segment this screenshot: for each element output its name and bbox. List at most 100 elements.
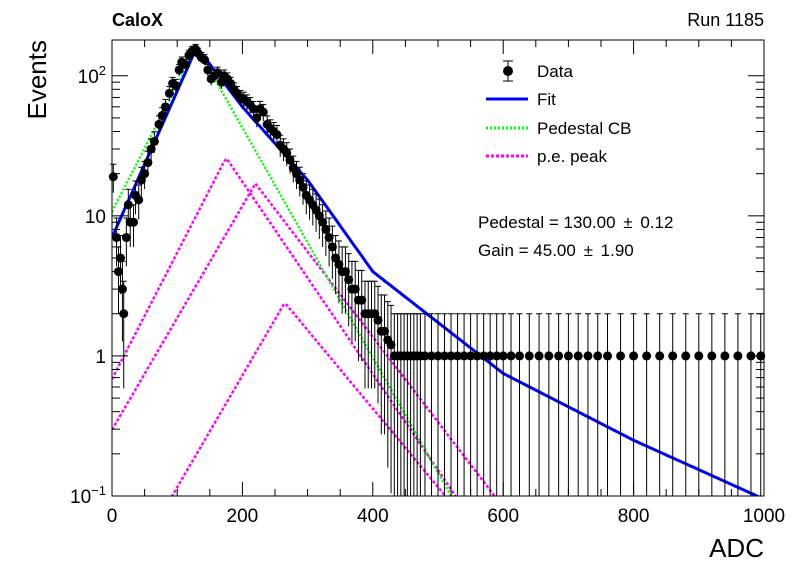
y-tick-label: 10−1	[70, 483, 106, 508]
data-point-marker	[515, 351, 524, 361]
data-point	[668, 313, 678, 496]
legend-item-data: Data	[503, 60, 573, 82]
data-point-marker	[140, 169, 150, 179]
data-point-marker	[154, 119, 164, 129]
data-point	[707, 313, 717, 496]
data-point-marker	[258, 107, 268, 117]
data-point-marker	[121, 233, 131, 243]
legend-data-label: Data	[537, 62, 573, 81]
data-point-marker	[593, 351, 603, 361]
data-point	[492, 313, 502, 496]
data-point	[593, 313, 603, 496]
y-tick-label: 102	[78, 63, 106, 88]
data-point-marker	[321, 224, 331, 234]
data-point-marker	[544, 351, 554, 361]
data-point-marker	[298, 182, 308, 192]
data-point-marker	[318, 217, 328, 227]
data-point-marker	[117, 284, 127, 294]
data-point	[524, 313, 534, 496]
data-point-marker	[282, 148, 292, 158]
data-point	[485, 313, 495, 496]
data-point	[534, 313, 544, 496]
y-tick-label-base: 10	[70, 487, 91, 508]
data-point	[681, 313, 691, 496]
pedestal-curve	[112, 48, 453, 496]
data-point-marker	[554, 351, 564, 361]
data-point-marker	[149, 136, 159, 146]
legend-item-fit: Fit	[486, 90, 556, 109]
data-point-marker	[324, 233, 334, 243]
data-point	[515, 313, 524, 496]
data-point	[583, 313, 593, 496]
data-point-marker	[629, 351, 639, 361]
data-point	[616, 313, 626, 496]
stats-pedestal-err: 0.12	[640, 213, 673, 232]
y-tick-label-base: 1	[95, 347, 106, 368]
data-point-marker	[295, 175, 305, 185]
legend: Data Fit Pedestal CB p.e. peak	[486, 60, 632, 166]
data-point	[733, 313, 743, 496]
data-point-marker	[386, 340, 396, 350]
data-point	[453, 313, 463, 496]
data-point-marker	[119, 309, 129, 319]
data-point-marker	[472, 351, 482, 361]
stats-pedestal: Pedestal = 130.00 ± 0.12	[478, 213, 673, 232]
data-point-marker	[357, 295, 367, 305]
data-point-marker	[134, 195, 144, 205]
data-point-marker	[492, 351, 502, 361]
data-point	[134, 184, 144, 220]
data-point	[506, 313, 516, 496]
data-point	[446, 313, 456, 496]
data-point	[117, 260, 127, 342]
data-point-marker	[616, 351, 626, 361]
data-point-marker	[498, 351, 508, 361]
legend-pedestal-label: Pedestal CB	[537, 119, 632, 138]
data-point-marker	[420, 351, 430, 361]
legend-pe-label: p.e. peak	[537, 147, 607, 166]
y-axis-title: Events	[22, 40, 52, 120]
legend-item-pe: p.e. peak	[486, 147, 607, 166]
data-point	[426, 313, 436, 496]
data-point-marker	[373, 315, 383, 325]
data-point-marker	[453, 351, 463, 361]
data-point	[115, 235, 125, 295]
legend-item-pedestal: Pedestal CB	[486, 119, 632, 138]
x-tick-label: 400	[357, 506, 389, 527]
data-point-marker	[668, 351, 678, 361]
data-point	[479, 313, 489, 496]
data-point	[203, 63, 213, 77]
data-point-marker	[466, 351, 476, 361]
data-point	[121, 217, 131, 267]
data-point	[642, 313, 652, 496]
x-tick-label: 200	[227, 506, 259, 527]
data-point-marker	[573, 351, 583, 361]
data-point	[149, 131, 159, 153]
data-point-marker	[733, 351, 743, 361]
data-point	[459, 313, 469, 496]
data-point	[321, 210, 331, 256]
plot-area	[108, 43, 766, 496]
data-point-marker	[707, 351, 717, 361]
data-point	[200, 54, 210, 66]
data-point	[252, 109, 262, 128]
data-point	[324, 217, 334, 267]
y-tick-label: 10	[85, 207, 106, 228]
data-point	[603, 313, 613, 496]
data-point-marker	[327, 242, 337, 252]
data-point	[386, 304, 396, 494]
data-point-marker	[524, 351, 534, 361]
data-point	[298, 173, 308, 205]
data-point-marker	[164, 88, 174, 98]
header-label: CaloX	[112, 10, 163, 30]
data-point-marker	[563, 351, 573, 361]
legend-fit-label: Fit	[537, 90, 556, 109]
data-point-marker	[248, 104, 258, 114]
pe-peak-curve-3	[170, 302, 448, 496]
data-point-marker	[655, 351, 665, 361]
data-point	[629, 313, 639, 496]
data-point	[694, 313, 704, 496]
data-point	[554, 313, 564, 496]
data-point	[573, 313, 583, 496]
data-point-marker	[340, 267, 350, 277]
